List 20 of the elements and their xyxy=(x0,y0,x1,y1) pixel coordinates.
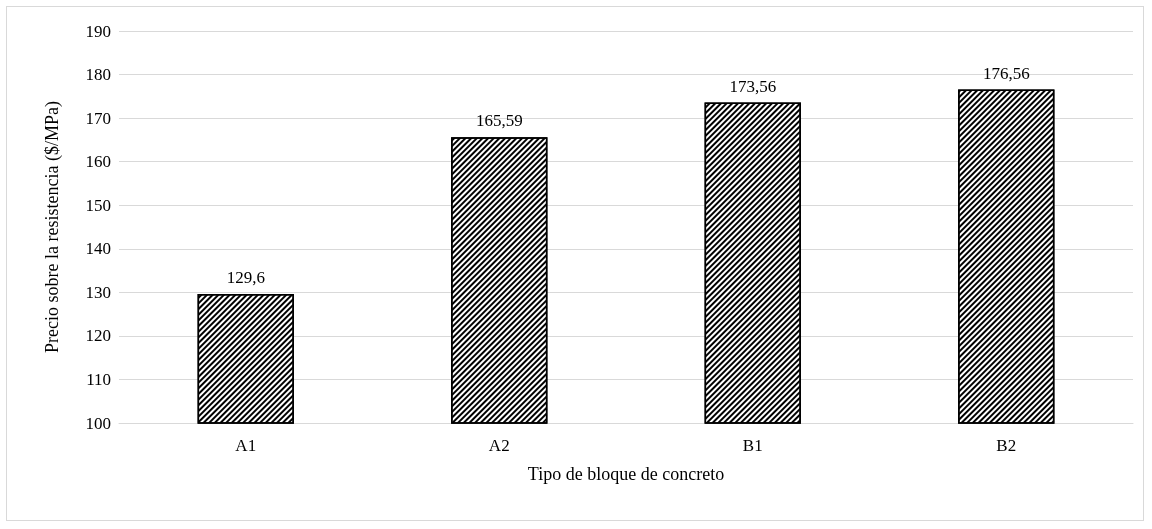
y-tick-label: 130 xyxy=(85,282,111,302)
y-tick-label: 100 xyxy=(85,413,111,433)
y-tick-label: 180 xyxy=(85,65,111,85)
data-label: 129,6 xyxy=(226,268,265,288)
x-axis-title: Tipo de bloque de concreto xyxy=(527,464,725,484)
x-tick-label: A2 xyxy=(488,436,510,455)
y-tick-label: 150 xyxy=(85,195,111,215)
y-tick-label: 170 xyxy=(85,108,111,128)
x-tick-label: A1 xyxy=(235,436,257,455)
y-tick-label: 120 xyxy=(85,326,111,346)
y-tick-label: 190 xyxy=(85,21,111,41)
y-tick-label: 140 xyxy=(85,239,111,259)
y-tick-label: 160 xyxy=(85,152,111,172)
x-tick-label: B2 xyxy=(996,436,1017,455)
data-label: 173,56 xyxy=(729,76,777,96)
y-axis-title: Precio sobre la resistencia ($/MPa) xyxy=(42,101,63,353)
x-tick-label: B1 xyxy=(742,436,763,455)
data-label: 176,56 xyxy=(982,63,1030,83)
data-label: 165,59 xyxy=(475,111,523,131)
y-tick-label: 110 xyxy=(86,369,111,389)
